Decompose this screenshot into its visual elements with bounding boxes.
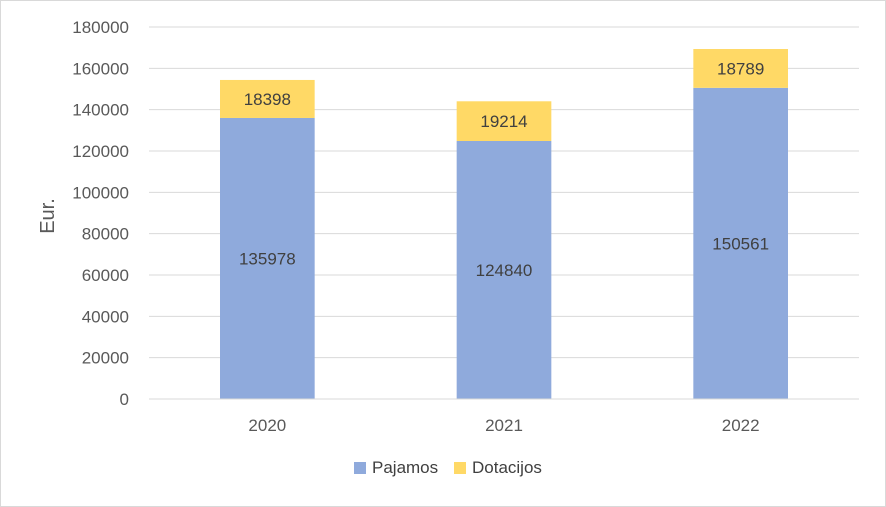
y-tick-label-60000: 60000 [82, 266, 129, 285]
data-labels: 135978 18398 124840 19214 150561 18789 [239, 59, 769, 280]
legend-swatch-pajamos [354, 462, 366, 474]
y-tick-label-100000: 100000 [72, 183, 129, 202]
bar-pajamos-2021 [456, 140, 552, 400]
y-tick-label-160000: 160000 [72, 59, 129, 78]
data-label-pajamos-2020: 135978 [239, 249, 296, 268]
y-tick-label-120000: 120000 [72, 142, 129, 161]
axes: 0 20000 40000 60000 80000 100000 120000 140000 1… [72, 18, 859, 435]
bar-dotacijos-2022 [693, 49, 788, 88]
x-tick-label-2020: 2020 [248, 416, 286, 435]
bar-dotacijos-2021 [456, 101, 552, 141]
bar-pajamos-2020 [220, 117, 315, 400]
y-tick-label-40000: 40000 [82, 307, 129, 326]
data-label-pajamos-2021: 124840 [476, 261, 533, 280]
y-tick-label-20000: 20000 [82, 349, 129, 368]
bars [220, 49, 788, 400]
legend-label-dotacijos: Dotacijos [472, 458, 542, 477]
data-label-pajamos-2022: 150561 [712, 234, 769, 253]
bar-pajamos-2022 [693, 87, 788, 399]
legend-swatch-dotacijos [454, 462, 466, 474]
data-label-dotacijos-2021: 19214 [480, 112, 527, 131]
y-tick-label-80000: 80000 [82, 225, 129, 244]
x-tick-label-2022: 2022 [722, 416, 760, 435]
y-tick-label-180000: 180000 [72, 18, 129, 37]
data-label-dotacijos-2022: 18789 [717, 59, 764, 78]
legend: Pajamos Dotacijos [354, 458, 542, 477]
y-tick-label-0: 0 [120, 390, 129, 409]
legend-label-pajamos: Pajamos [372, 458, 438, 477]
data-label-dotacijos-2020: 18398 [244, 90, 291, 109]
x-tick-label-2021: 2021 [485, 416, 523, 435]
bar-dotacijos-2020 [220, 79, 315, 118]
y-tick-label-140000: 140000 [72, 101, 129, 120]
y-axis-title: Eur. [37, 198, 59, 234]
